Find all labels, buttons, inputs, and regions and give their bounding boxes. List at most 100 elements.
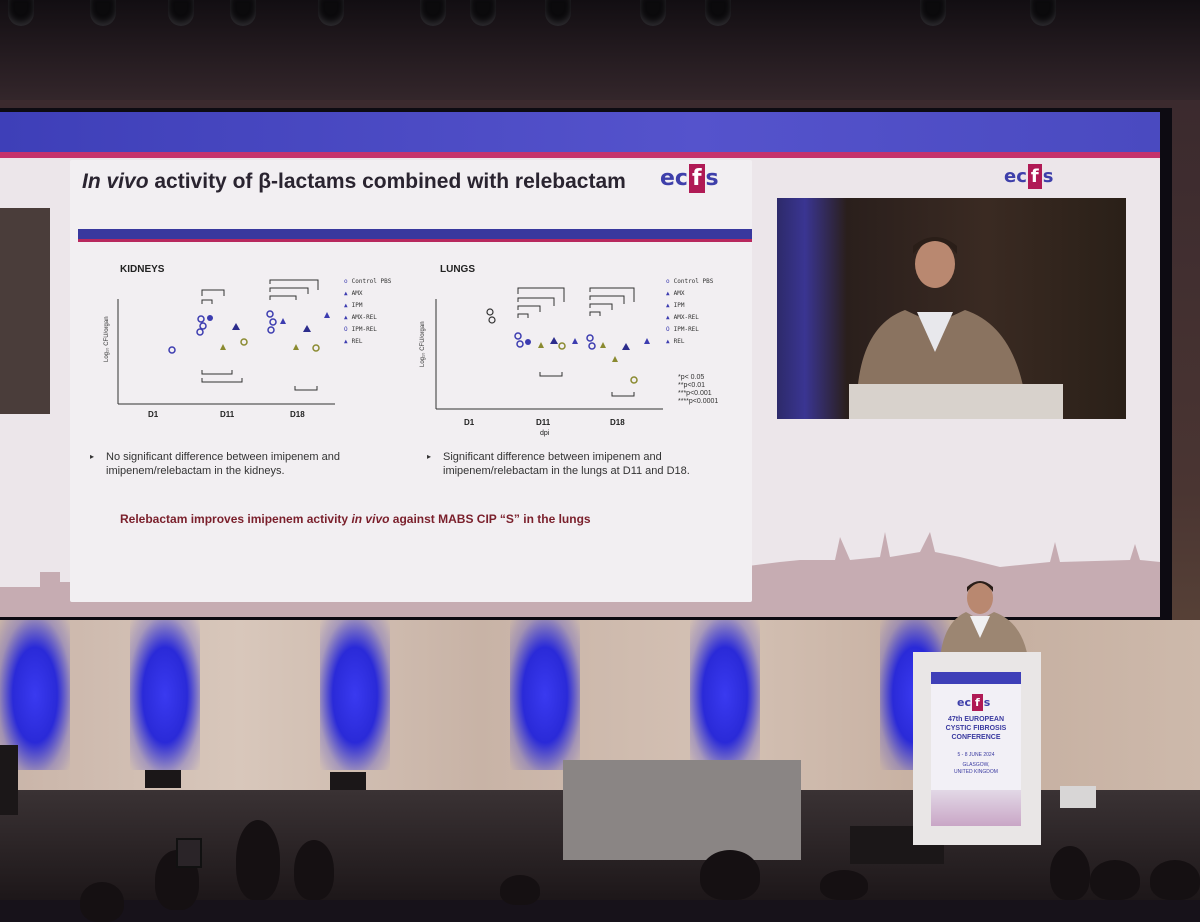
stage-lamp xyxy=(470,0,496,26)
stage-uplight xyxy=(320,620,390,770)
slide-title: In vivo activity of β-lactams combined w… xyxy=(82,170,626,194)
floor-light xyxy=(145,770,181,788)
side-video-panel xyxy=(0,208,50,414)
lungs-plot xyxy=(435,287,663,410)
audience-head xyxy=(700,850,760,900)
kidneys-x-tick: D11 xyxy=(220,410,235,419)
slide-title-bar xyxy=(78,229,752,242)
banner-date: 5 - 8 JUNE 2024 xyxy=(957,752,995,758)
legend-item: O IPM-REL xyxy=(344,326,391,338)
logo-text: ec xyxy=(957,696,971,709)
slide-conclusion: Relebactam improves imipenem activity in… xyxy=(120,512,591,526)
audience-head xyxy=(1150,860,1200,900)
legend-marker-icon: ▲ xyxy=(344,302,348,309)
stage-monitor-wedge xyxy=(563,760,801,860)
banner-line: CONFERENCE xyxy=(951,734,1001,741)
legend-item: ▲ IPM xyxy=(344,302,391,314)
slide-ecfs-logo: ec f s xyxy=(660,164,719,193)
audience-head xyxy=(1090,860,1140,900)
stage-lamp xyxy=(168,0,194,26)
live-presenter xyxy=(940,581,1028,658)
kidneys-graph-title: KIDNEYS xyxy=(120,264,165,275)
legend-marker-icon: O xyxy=(666,326,670,333)
conclusion-italic: in vivo xyxy=(351,512,390,526)
conclusion-text: against MABS CIP “S” in the lungs xyxy=(389,512,591,526)
legend-item: o Control PBS xyxy=(344,278,391,290)
logo-box: f xyxy=(1027,164,1042,189)
logo-box: f xyxy=(971,694,983,711)
stage-uplight xyxy=(130,620,200,770)
floor-light xyxy=(1060,786,1096,808)
lungs-x-tick: D18 xyxy=(610,418,625,427)
logo-text: ec xyxy=(660,166,688,191)
legend-label: Control PBS xyxy=(351,278,392,285)
legend-item: ▲ AMX xyxy=(666,290,713,302)
legend-item: ▲ IPM xyxy=(666,302,713,314)
banner-skyline xyxy=(931,790,1021,826)
banner-line: CYSTIC FIBROSIS xyxy=(945,725,1007,732)
logo-text: ec xyxy=(1004,166,1027,187)
conclusion-text: Relebactam improves imipenem activity xyxy=(120,512,352,526)
legend-label: IPM xyxy=(673,302,685,309)
legend-label: AMX xyxy=(673,290,685,297)
p-value-text: ***p<0.001 xyxy=(678,390,712,397)
stage-lamp xyxy=(230,0,256,26)
video-podium xyxy=(849,384,1063,419)
stage-uplight xyxy=(690,620,760,770)
stage-lamp xyxy=(705,0,731,26)
legend-marker-icon: ▲ xyxy=(666,338,670,345)
floor-speaker xyxy=(0,745,18,815)
stage-lamp xyxy=(545,0,571,26)
legend-marker-icon: o xyxy=(666,278,670,285)
ecfs-logo: ec f s xyxy=(1004,164,1053,189)
legend-label: IPM-REL xyxy=(673,326,699,333)
p-value-text: ****p<0.0001 xyxy=(678,398,719,405)
lungs-x-axis-label: dpi xyxy=(540,430,550,437)
legend-item: ▲ AMX-REL xyxy=(344,314,391,326)
legend-item: ▲ AMX xyxy=(344,290,391,302)
bullet-arrow-icon: ▸ xyxy=(427,452,432,461)
p-value-text: **p<0.01 xyxy=(678,382,706,389)
kidneys-legend: o Control PBS ▲ AMX ▲ IPM ▲ AMX-REL O IPM-REL… xyxy=(344,278,391,350)
legend-label: AMX-REL xyxy=(673,314,699,321)
legend-label: Control PBS xyxy=(673,278,714,285)
legend-item: o Control PBS xyxy=(666,278,713,290)
floor-light xyxy=(330,772,366,790)
banner-country: UNITED KINGDOM xyxy=(954,769,998,775)
legend-marker-icon: ▲ xyxy=(666,290,670,297)
legend-label: REL xyxy=(673,338,685,345)
legend-marker-icon: ▲ xyxy=(344,314,348,321)
slide-title-text: activity of β-lactams combined with rele… xyxy=(148,170,626,193)
lectern-banner: ec f s 47th EUROPEAN CYSTIC FIBROSIS CONFE… xyxy=(931,672,1021,826)
audience-head xyxy=(500,875,540,905)
legend-marker-icon: ▲ xyxy=(666,314,670,321)
speaker-video-feed xyxy=(777,198,1126,419)
logo-text: s xyxy=(705,166,719,191)
audience-head xyxy=(1050,846,1090,900)
banner-line: 47th EUROPEAN xyxy=(947,716,1004,723)
legend-marker-icon: O xyxy=(344,326,348,333)
lungs-bullet: ▸ Significant difference between imipene… xyxy=(427,450,728,478)
screen-top-bar xyxy=(0,112,1160,152)
stage-uplight xyxy=(510,620,580,770)
kidneys-x-tick: D18 xyxy=(290,410,305,419)
lungs-graph-title: LUNGS xyxy=(440,264,475,275)
kidneys-plot xyxy=(117,279,335,405)
presenter-figure xyxy=(857,237,1025,396)
logo-text: s xyxy=(1042,166,1054,187)
lungs-x-tick: D11 xyxy=(536,418,551,427)
slide-title-italic: In vivo xyxy=(82,170,149,193)
stage-lamp xyxy=(420,0,446,26)
p-value-key: *p< 0.05 **p<0.01 ***p<0.001 ****p<0.000… xyxy=(678,374,718,406)
kidneys-x-tick: D1 xyxy=(148,410,159,419)
legend-marker-icon: ▲ xyxy=(344,338,348,345)
stage-lamp xyxy=(1030,0,1056,26)
legend-item: O IPM-REL xyxy=(666,326,713,338)
stage-lamp xyxy=(920,0,946,26)
bullet-text: No significant difference between imipen… xyxy=(106,451,340,477)
lungs-y-axis-label: Log₁₀ CFU/organ xyxy=(420,321,426,367)
p-value-text: *p< 0.05 xyxy=(678,374,705,381)
bullet-arrow-icon: ▸ xyxy=(90,452,95,461)
legend-item: ▲ REL xyxy=(344,338,391,350)
legend-label: REL xyxy=(351,338,363,345)
